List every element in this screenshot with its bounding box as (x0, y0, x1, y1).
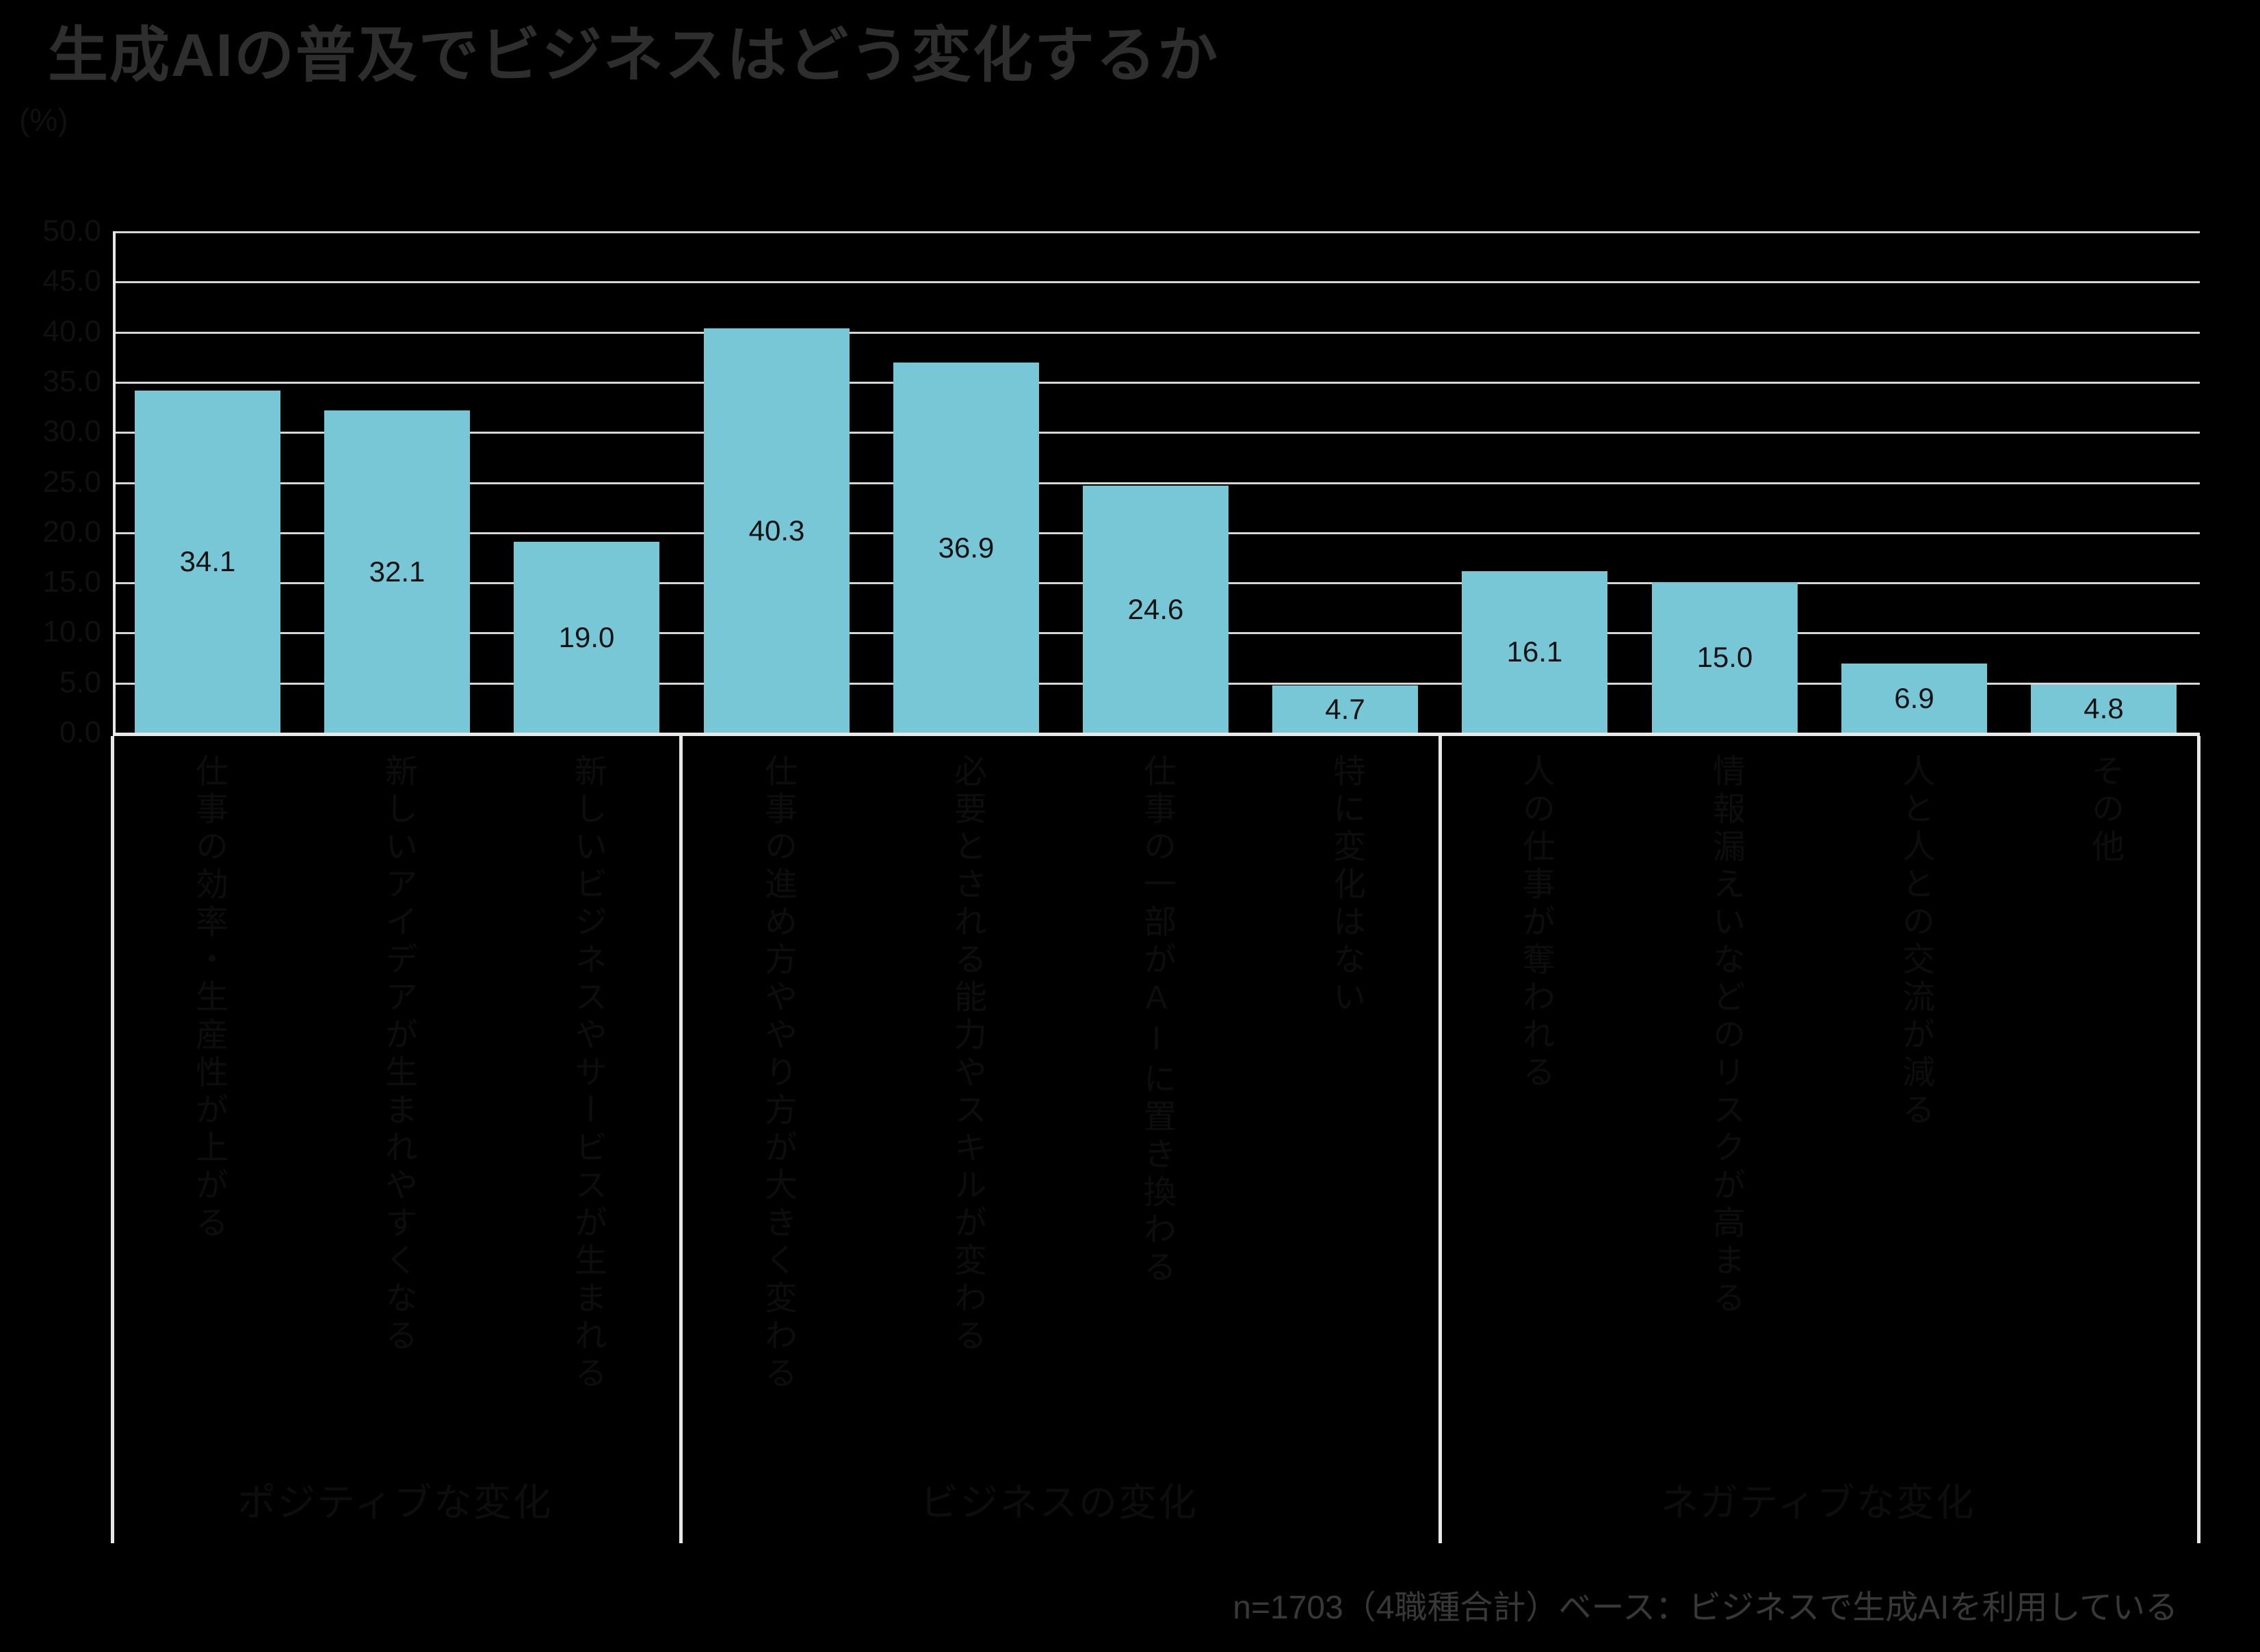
bar-value-label: 34.1 (179, 545, 236, 577)
y-axis-tick-label: 50.0 (42, 214, 101, 248)
gridline (116, 281, 2200, 283)
bar: 4.8 (2031, 685, 2177, 733)
y-axis-tick-label: 5.0 (59, 666, 101, 699)
category-group-label: ビジネスの変化 (920, 1481, 1198, 1524)
y-axis-tick-label: 10.0 (42, 615, 101, 648)
y-axis-tick-label: 20.0 (42, 515, 101, 549)
category-item-label: 情報漏えいなどのリスクが高まる (1707, 754, 1744, 1318)
bar-value-label: 40.3 (748, 514, 805, 547)
bar-value-label: 4.8 (2084, 692, 2124, 724)
bar: 24.6 (1083, 486, 1228, 733)
category-item-label: 特に変化はない (1328, 754, 1364, 1017)
y-axis-unit-label: (%) (19, 102, 68, 137)
y-axis-tick-label: 35.0 (42, 365, 101, 398)
category-item-label: 仕事の進め方ややり方が大きく変わる (759, 754, 796, 1393)
gridline (116, 432, 2200, 434)
label-box-border (2197, 736, 2200, 1543)
category-item-label: 人と人との交流が減る (1897, 754, 1933, 1130)
bar: 4.7 (1272, 685, 1418, 733)
bar-value-label: 19.0 (558, 620, 615, 653)
bar-value-label: 6.9 (1894, 681, 1934, 714)
label-box-border (679, 736, 683, 1543)
bar: 16.1 (1462, 571, 1607, 733)
label-box-border (1438, 736, 1442, 1543)
category-item-label: 必要とされる能力やスキルが変わる (949, 754, 985, 1356)
category-item-label: 仕事の効率・生産性が上がる (190, 754, 226, 1243)
y-axis-tick-label: 40.0 (42, 315, 101, 348)
gridline (116, 382, 2200, 384)
category-item-label: 新しいビジネスやサービスが生まれる (569, 754, 605, 1393)
gridline (116, 231, 2200, 233)
bar: 15.0 (1652, 582, 1798, 733)
category-item-label: 人の仕事が奪われる (1517, 754, 1553, 1092)
bar: 36.9 (893, 363, 1039, 733)
category-group-label: ポジティブな変化 (237, 1481, 553, 1524)
y-axis-tick-label: 30.0 (42, 415, 101, 448)
bar-value-label: 16.1 (1506, 635, 1563, 668)
bar-value-label: 15.0 (1696, 641, 1753, 673)
category-group-label: ネガティブな変化 (1660, 1481, 1975, 1524)
bar: 19.0 (514, 542, 659, 733)
bar: 32.1 (324, 410, 470, 733)
y-axis-tick-label: 45.0 (42, 264, 101, 298)
y-axis-tick-label: 25.0 (42, 465, 101, 499)
bar: 34.1 (135, 391, 280, 733)
bar-value-label: 4.7 (1325, 692, 1365, 725)
chart-title: 生成AIの普及でビジネスはどう変化するか (48, 21, 1220, 89)
sample-base-note: n=1703（4職種合計）ベース：ビジネスで生成AIを利用している (1233, 1590, 2178, 1626)
y-axis-tick-label: 15.0 (42, 565, 101, 599)
bar: 6.9 (1841, 664, 1987, 733)
plot-area: 34.1 32.1 19.0 40.3 36.9 24.6 4.7 16.1 15.0 6.9 4.… (113, 231, 2200, 736)
bar-value-label: 32.1 (369, 555, 425, 588)
category-item-label: その他 (2086, 754, 2123, 867)
bar-value-label: 36.9 (938, 531, 995, 564)
bar-value-label: 24.6 (1127, 592, 1184, 625)
category-item-label: 新しいアイデアが生まれやすくなる (380, 754, 416, 1356)
category-item-label: 仕事の一部がAIに置き換わる (1138, 754, 1174, 1287)
y-axis-tick-label: 0.0 (59, 716, 101, 749)
gridline (116, 332, 2200, 334)
label-box-border (111, 736, 114, 1543)
bar: 40.3 (704, 328, 850, 733)
gridline (116, 482, 2200, 484)
